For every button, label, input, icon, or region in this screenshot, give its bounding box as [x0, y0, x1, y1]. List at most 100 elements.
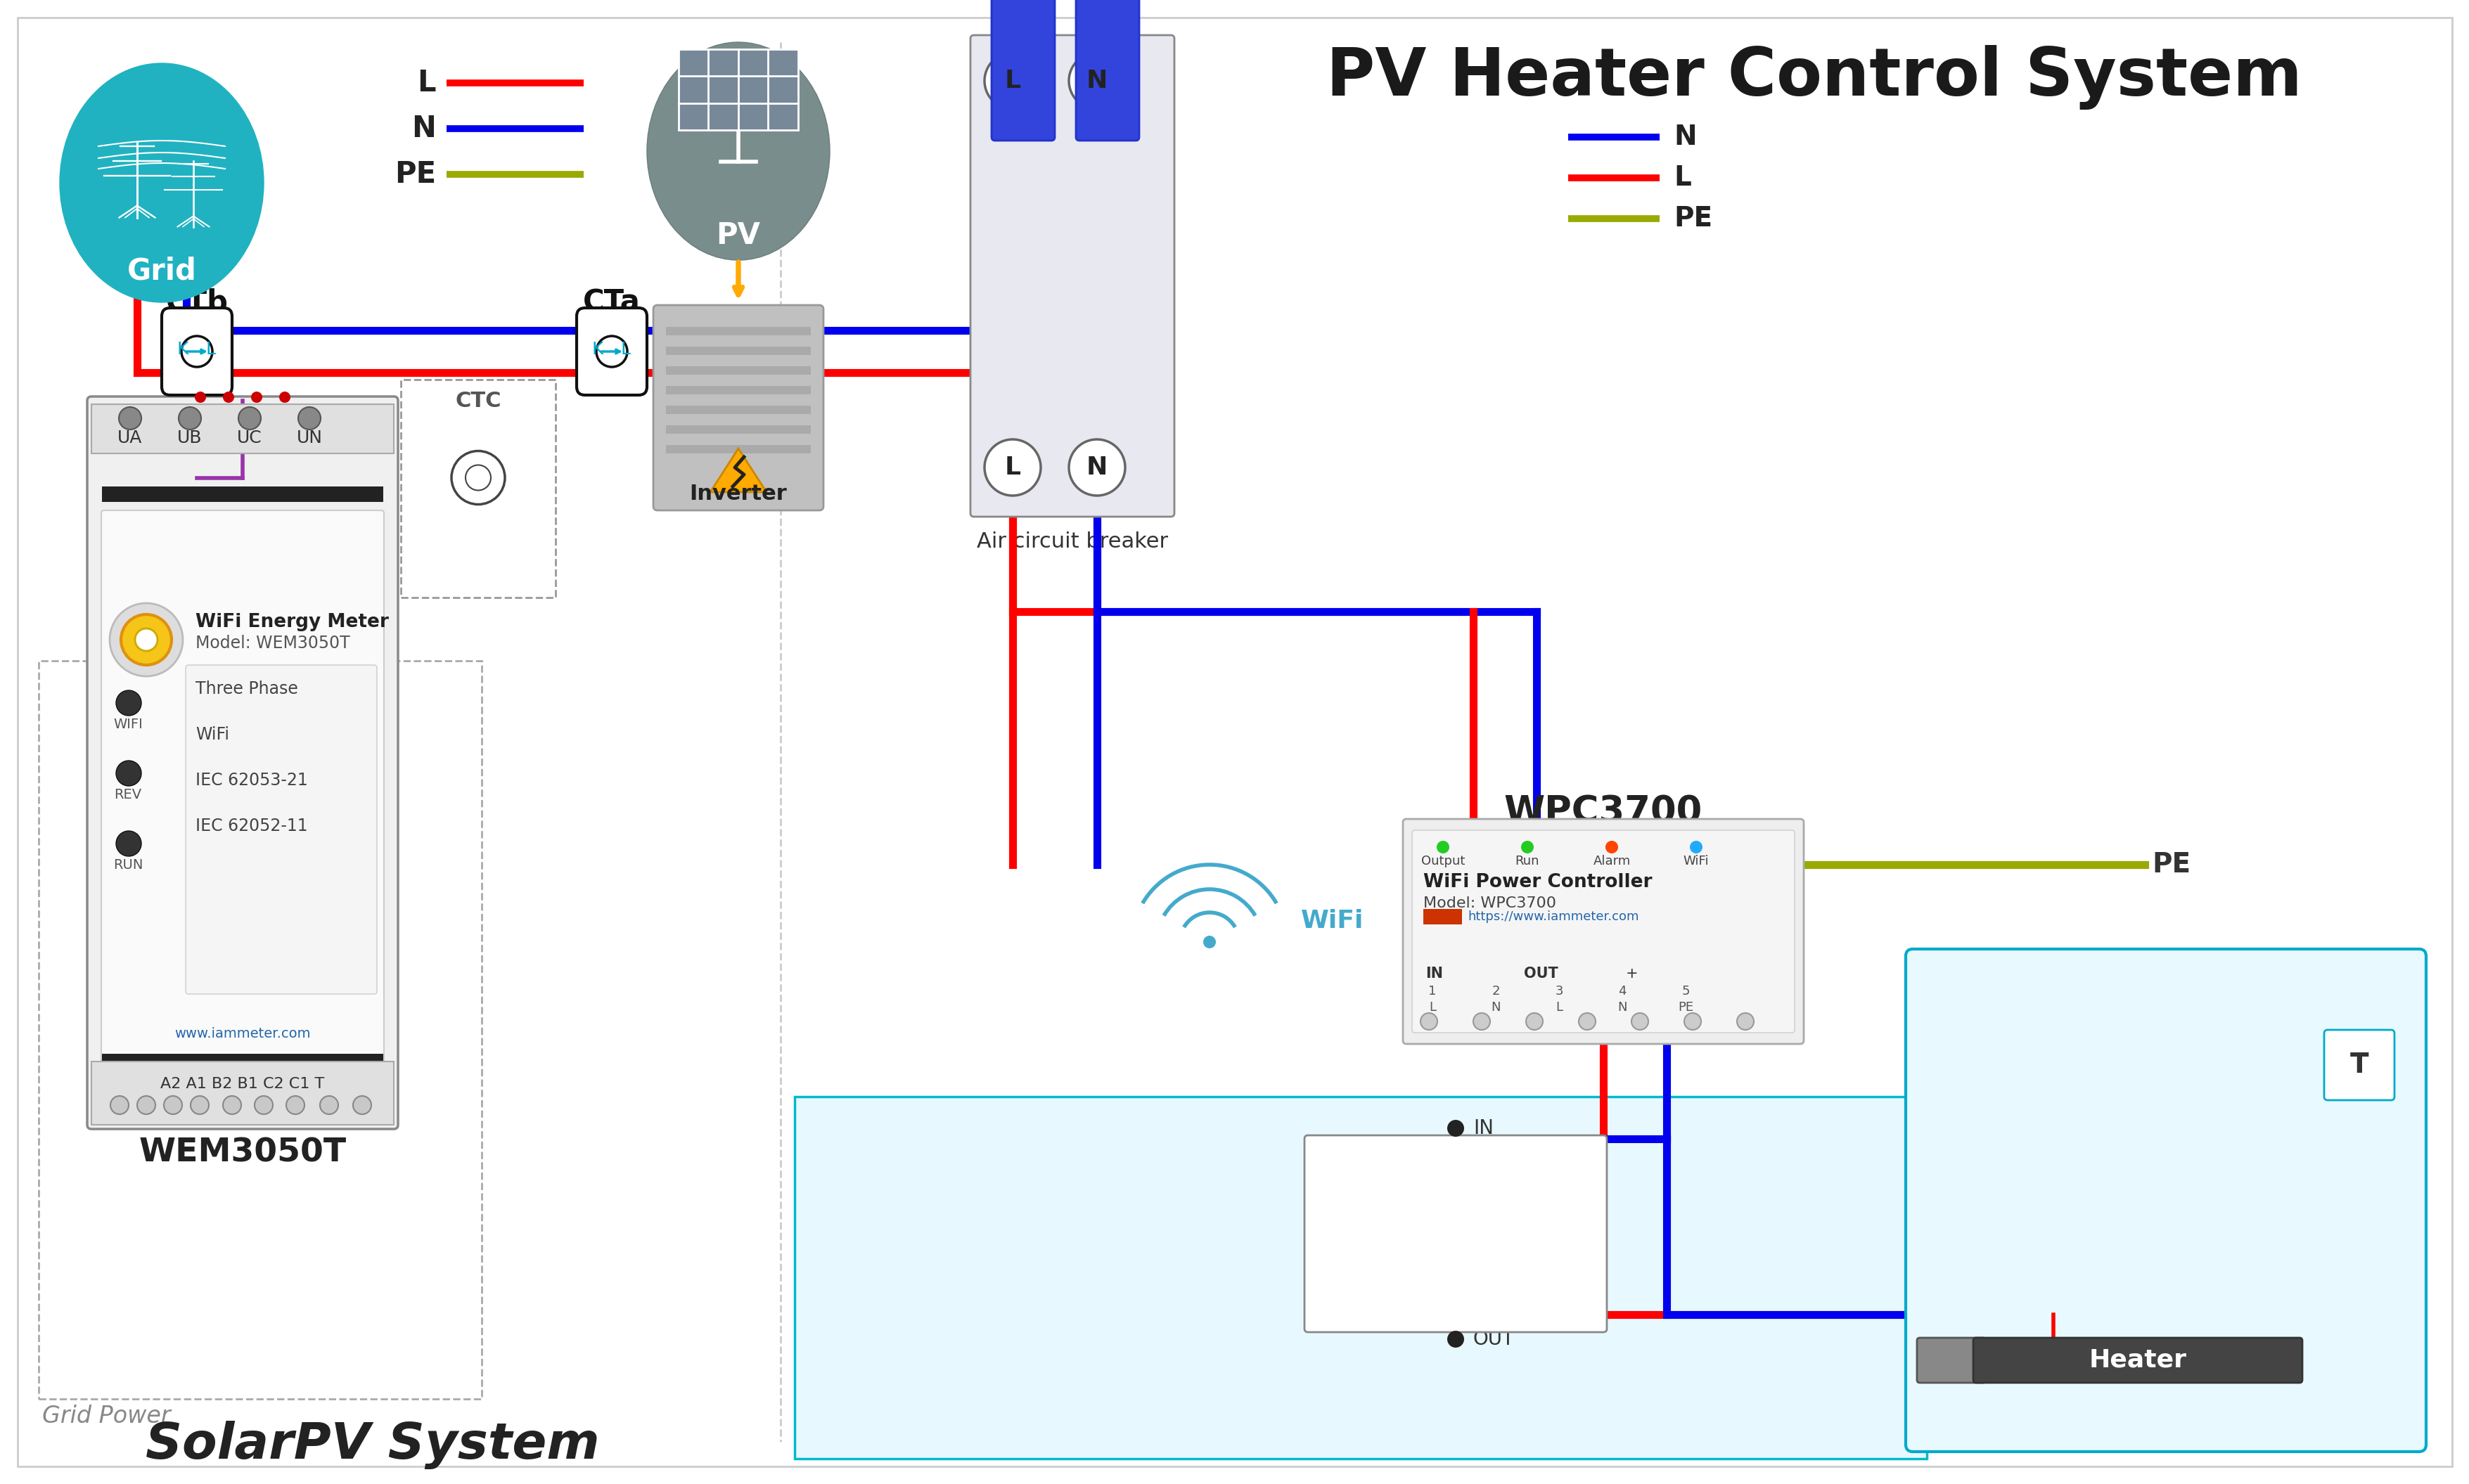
Circle shape	[138, 1097, 156, 1114]
Circle shape	[1447, 1331, 1464, 1347]
Circle shape	[254, 1097, 272, 1114]
Text: L: L	[1430, 1002, 1434, 1014]
Text: Heater: Heater	[2089, 1349, 2185, 1373]
Text: IEC 62052-11: IEC 62052-11	[195, 818, 309, 834]
FancyBboxPatch shape	[160, 307, 232, 395]
Circle shape	[299, 407, 321, 429]
Text: L: L	[1555, 1002, 1563, 1014]
Text: PE: PE	[1676, 1002, 1694, 1014]
Circle shape	[1069, 53, 1126, 108]
FancyBboxPatch shape	[185, 665, 378, 994]
Text: A2 A1 B2 B1 C2 C1 T: A2 A1 B2 B1 C2 C1 T	[160, 1077, 323, 1091]
Polygon shape	[711, 448, 765, 493]
Ellipse shape	[59, 64, 264, 303]
Text: https://www.iammeter.com: https://www.iammeter.com	[1467, 910, 1639, 923]
Text: Model: WPC3700: Model: WPC3700	[1422, 896, 1555, 910]
Circle shape	[119, 407, 141, 429]
Text: 2: 2	[1491, 985, 1499, 997]
Circle shape	[222, 392, 235, 402]
Text: UC: UC	[237, 429, 262, 447]
Text: N: N	[1491, 1002, 1501, 1014]
Text: UA: UA	[119, 429, 143, 447]
Bar	[101, 1054, 383, 1067]
Text: IN: IN	[1474, 1119, 1494, 1138]
Text: L: L	[620, 341, 630, 358]
Circle shape	[190, 1097, 210, 1114]
FancyBboxPatch shape	[1304, 1135, 1607, 1333]
FancyBboxPatch shape	[1412, 830, 1795, 1033]
Bar	[1422, 910, 1462, 925]
Circle shape	[180, 335, 212, 367]
Text: L: L	[1005, 68, 1020, 93]
Text: Inverter: Inverter	[689, 484, 788, 503]
Text: N: N	[1617, 1002, 1627, 1014]
FancyBboxPatch shape	[654, 306, 822, 510]
Text: WiFi Power Controller: WiFi Power Controller	[1422, 873, 1652, 892]
Text: PE: PE	[395, 160, 437, 188]
Ellipse shape	[647, 42, 830, 260]
Text: L: L	[205, 341, 215, 358]
Circle shape	[136, 628, 158, 651]
Text: Run: Run	[1516, 855, 1538, 868]
Bar	[101, 487, 383, 502]
FancyBboxPatch shape	[1906, 950, 2425, 1451]
Circle shape	[1736, 1014, 1753, 1030]
Circle shape	[116, 690, 141, 715]
Bar	[91, 1061, 393, 1125]
Circle shape	[1447, 1120, 1464, 1137]
FancyBboxPatch shape	[1973, 1337, 2301, 1383]
FancyBboxPatch shape	[990, 0, 1054, 141]
Circle shape	[1437, 841, 1449, 853]
Text: IN: IN	[1425, 966, 1442, 981]
Circle shape	[1684, 1014, 1701, 1030]
Bar	[667, 426, 810, 433]
Text: WiFi: WiFi	[195, 726, 230, 743]
FancyBboxPatch shape	[1916, 1337, 1985, 1383]
FancyBboxPatch shape	[1076, 0, 1138, 141]
Circle shape	[121, 614, 170, 665]
Text: N: N	[412, 114, 437, 144]
Circle shape	[116, 761, 141, 787]
Circle shape	[353, 1097, 370, 1114]
Circle shape	[1578, 1014, 1595, 1030]
Text: CTC: CTC	[454, 390, 501, 411]
Circle shape	[1420, 1014, 1437, 1030]
Circle shape	[1069, 439, 1126, 496]
Circle shape	[111, 1097, 128, 1114]
Circle shape	[1605, 841, 1617, 853]
Text: www.iammeter.com: www.iammeter.com	[175, 1027, 311, 1040]
Text: IEC 62053-21: IEC 62053-21	[195, 772, 309, 789]
Text: PE: PE	[1674, 205, 1711, 232]
Circle shape	[595, 335, 627, 367]
Text: BOILER TANK: BOILER TANK	[2027, 1015, 2304, 1052]
Text: K: K	[593, 341, 602, 358]
Bar	[667, 326, 810, 335]
Text: WiFi: WiFi	[1684, 855, 1709, 868]
Text: REV: REV	[114, 788, 141, 801]
Circle shape	[1202, 936, 1215, 948]
Text: K: K	[178, 341, 188, 358]
FancyBboxPatch shape	[575, 307, 647, 395]
FancyBboxPatch shape	[101, 510, 383, 1064]
Bar	[667, 405, 810, 414]
Text: 5: 5	[1681, 985, 1689, 997]
Circle shape	[1526, 1014, 1543, 1030]
Text: 1: 1	[1427, 985, 1437, 997]
FancyBboxPatch shape	[2323, 1030, 2395, 1100]
FancyBboxPatch shape	[1402, 819, 1802, 1043]
Text: CTa: CTa	[583, 288, 639, 318]
Circle shape	[252, 392, 262, 402]
Text: Air circuit breaker: Air circuit breaker	[975, 531, 1168, 552]
Text: OUT: OUT	[1523, 966, 1558, 981]
Text: L: L	[417, 68, 437, 98]
Circle shape	[116, 831, 141, 856]
Bar	[679, 49, 797, 131]
Circle shape	[1632, 1014, 1647, 1030]
Bar	[667, 445, 810, 454]
FancyBboxPatch shape	[970, 36, 1175, 516]
Circle shape	[321, 1097, 338, 1114]
Text: WiFi Energy Meter: WiFi Energy Meter	[195, 613, 388, 631]
Bar	[91, 404, 393, 454]
Circle shape	[1521, 841, 1533, 853]
Text: Grid: Grid	[126, 255, 198, 285]
